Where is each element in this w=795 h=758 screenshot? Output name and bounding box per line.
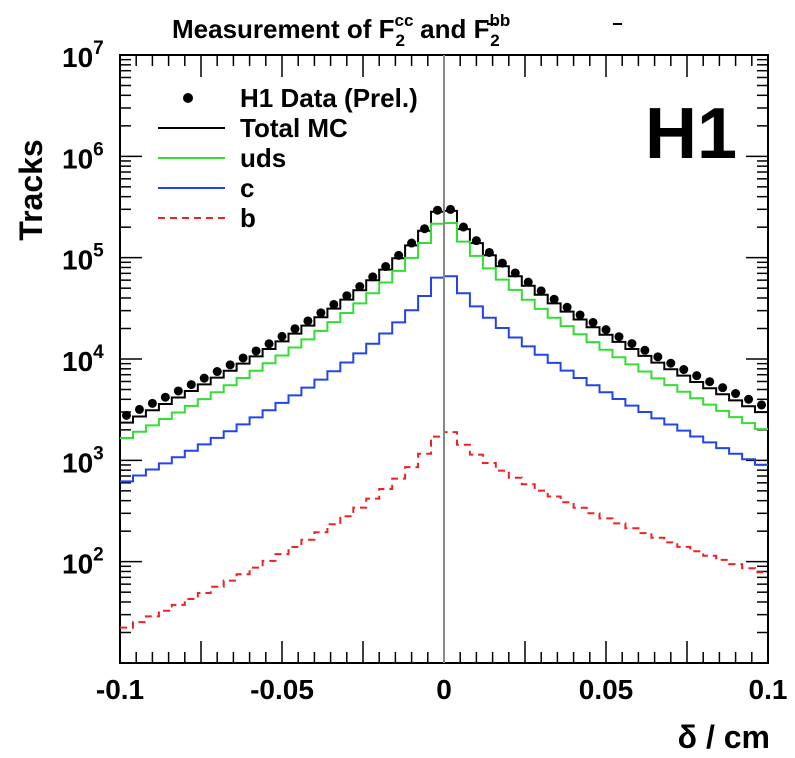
data-point	[329, 299, 339, 309]
data-point	[731, 389, 741, 399]
data-point	[238, 353, 248, 363]
data-point	[588, 317, 598, 327]
data-point	[705, 377, 715, 387]
x-tick-label: 0	[436, 674, 452, 705]
data-point	[692, 371, 702, 381]
data-point	[757, 400, 767, 410]
legend-label: Total MC	[240, 113, 348, 143]
y-tick-labels: 102 103 104 105 106 107	[62, 38, 104, 580]
data-point	[134, 404, 144, 414]
data-point	[147, 398, 157, 408]
data-point	[744, 394, 754, 404]
data-point	[575, 310, 585, 320]
data-point	[160, 392, 170, 402]
data-point	[121, 410, 131, 420]
data-point	[251, 346, 261, 356]
data-point	[277, 331, 287, 341]
data-point	[601, 325, 611, 335]
y-tick-label: 103	[62, 443, 104, 478]
x-axis-label: δ / cm	[678, 719, 770, 755]
series-layer	[120, 204, 768, 629]
data-point	[225, 360, 235, 370]
data-point	[614, 332, 624, 342]
data-point	[562, 302, 572, 312]
axis-ticks	[119, 55, 769, 664]
data-point	[640, 345, 650, 355]
data-point	[653, 352, 663, 362]
data-point	[627, 339, 637, 349]
x-tick-label: 0.05	[579, 674, 634, 705]
data-point	[290, 324, 300, 334]
data-point	[718, 383, 728, 393]
legend-label: uds	[240, 143, 286, 173]
data-point	[536, 286, 546, 296]
y-tick-label: 102	[62, 545, 104, 580]
y-tick-label: 105	[62, 241, 104, 276]
data-point	[679, 365, 689, 375]
x-tick-label: 0.1	[749, 674, 788, 705]
data-point	[303, 316, 313, 326]
data-point	[342, 291, 352, 301]
y-tick-label: 104	[62, 342, 104, 377]
data-point	[458, 222, 468, 232]
y-tick-label: 106	[62, 139, 104, 174]
data-point	[433, 205, 443, 215]
data-point	[316, 308, 326, 318]
data-point	[186, 380, 196, 390]
data-point	[264, 339, 274, 349]
legend-label: b	[240, 203, 256, 233]
legend-label: c	[240, 173, 254, 203]
data-point	[368, 272, 378, 282]
y-axis-label: Tracks	[13, 139, 49, 240]
x-tick-label: -0.1	[96, 674, 144, 705]
chart-title: Measurement of Fcc 2 and Fbb 2	[172, 11, 510, 50]
legend-label: H1 Data (Prel.)	[240, 83, 418, 113]
data-point	[199, 373, 209, 383]
data-point	[666, 358, 676, 368]
legend-marker	[183, 93, 193, 103]
x-tick-labels: -0.1 -0.05 0 0.05 0.1	[96, 674, 788, 705]
data-point	[510, 268, 520, 278]
data-point	[420, 224, 430, 234]
data-point	[549, 294, 559, 304]
data-point	[212, 367, 222, 377]
data-point	[355, 282, 365, 292]
data-point	[173, 386, 183, 396]
h1-logo: H1	[645, 94, 737, 174]
data-point	[445, 204, 455, 214]
y-tick-label: 107	[62, 38, 104, 73]
data-point	[523, 277, 533, 287]
x-tick-label: -0.05	[250, 674, 314, 705]
